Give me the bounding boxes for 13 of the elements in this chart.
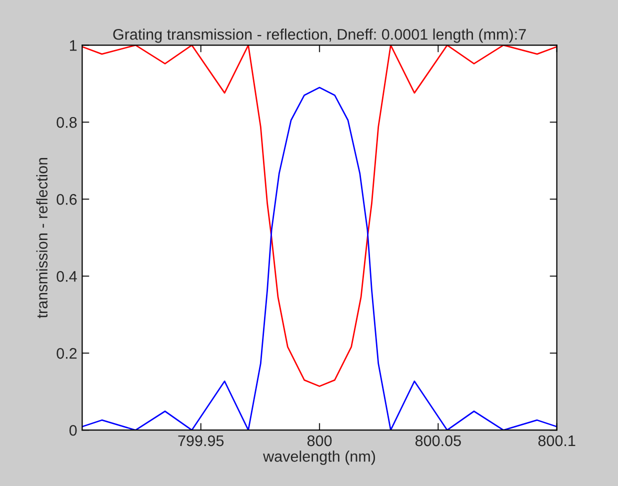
y-tick-label: 0.6 <box>56 194 77 205</box>
y-tick-label: 1 <box>70 40 77 51</box>
y-tick-label: 0.2 <box>56 348 77 359</box>
x-tick-label: 799.95 <box>178 435 224 446</box>
x-tick-label: 800.05 <box>415 435 461 446</box>
x-tick-label: 800.1 <box>538 435 576 446</box>
y-axis-title: transmission - reflection <box>36 158 48 318</box>
x-tick-label: 800 <box>307 435 332 446</box>
y-tick-label: 0.4 <box>56 271 77 282</box>
y-tick-label: 0 <box>69 424 77 436</box>
chart-title: Grating transmission - reflection, Dneff: 0.0001 length (mm):7 <box>113 28 526 43</box>
x-axis-title: wavelength (nm) <box>263 450 376 465</box>
y-tick-label: 0.8 <box>56 117 77 128</box>
